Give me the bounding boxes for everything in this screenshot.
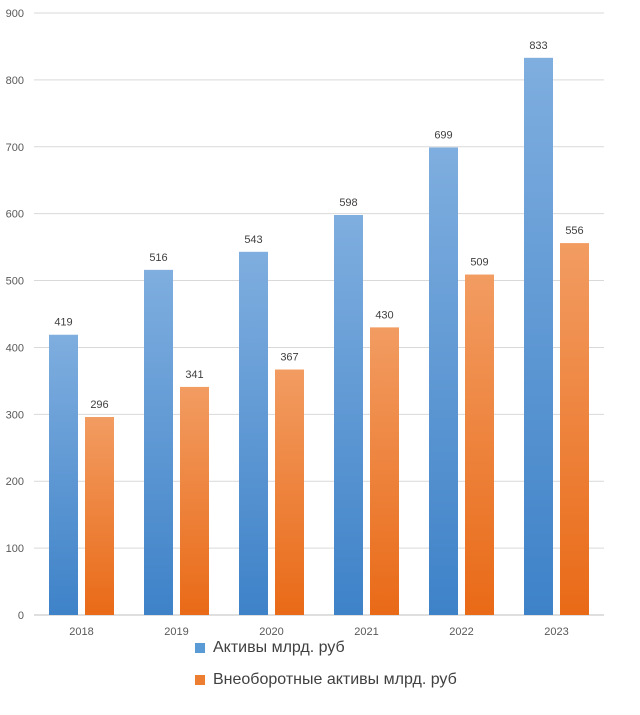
bar-2022-series-1: [429, 147, 458, 616]
data-label: 430: [375, 309, 393, 321]
legend-item-noncurrent-assets: Внеоборотные активы млрд. руб: [195, 670, 457, 690]
y-tick-label: 900: [6, 8, 24, 20]
x-tick-label: 2021: [354, 626, 378, 638]
x-tick-label: 2020: [259, 626, 283, 638]
data-label: 516: [149, 252, 167, 264]
legend-swatch-assets: [195, 643, 205, 653]
y-tick-label: 700: [6, 142, 24, 154]
y-tick-label: 500: [6, 276, 24, 288]
gridlines: [34, 12, 604, 616]
data-label: 509: [470, 257, 488, 269]
data-label: 341: [185, 369, 203, 381]
bar-2019-series-1: [144, 269, 173, 615]
legend-label-noncurrent-assets: Внеоборотные активы млрд. руб: [213, 671, 457, 688]
x-tick-label: 2019: [164, 626, 188, 638]
bars: [49, 57, 589, 616]
y-axis-ticks: 0 100 200 300 400 500 600 700 800 900: [6, 8, 24, 622]
y-tick-label: 400: [6, 342, 24, 354]
x-tick-label: 2018: [69, 626, 93, 638]
data-label: 598: [339, 197, 357, 209]
x-axis-ticks: 2018 2019 2020 2021 2022 2023: [69, 626, 568, 638]
data-label: 556: [565, 225, 583, 237]
bar-2020-series-1: [239, 251, 268, 615]
bar-2023-series-1: [524, 57, 553, 616]
data-labels: 419 296 516 341 543 367 598 430 699 509 833 556: [54, 40, 583, 411]
data-label: 367: [280, 352, 298, 364]
y-tick-label: 100: [6, 543, 24, 555]
legend-swatch-noncurrent-assets: [195, 675, 205, 685]
bar-2022-series-2: [465, 274, 494, 615]
y-tick-label: 300: [6, 409, 24, 421]
data-label: 296: [90, 399, 108, 411]
data-label: 699: [434, 129, 452, 141]
legend-item-assets: Активы млрд. руб: [195, 638, 457, 658]
legend: Активы млрд. руб Внеоборотные активы млр…: [195, 638, 457, 702]
y-tick-label: 0: [18, 610, 24, 622]
data-label: 419: [54, 317, 72, 329]
bar-2019-series-2: [180, 386, 209, 615]
y-tick-label: 600: [6, 209, 24, 221]
bar-2018-series-2: [85, 417, 114, 615]
bar-2023-series-2: [560, 243, 589, 615]
y-tick-label: 200: [6, 476, 24, 488]
y-tick-label: 800: [6, 75, 24, 87]
data-label: 543: [244, 234, 262, 246]
bar-2021-series-1: [334, 215, 363, 615]
bar-2021-series-2: [370, 327, 399, 615]
bar-2020-series-2: [275, 369, 304, 615]
bar-2018-series-1: [49, 334, 78, 615]
data-label: 833: [529, 40, 547, 52]
x-tick-label: 2023: [544, 626, 568, 638]
x-tick-label: 2022: [449, 626, 473, 638]
legend-label-assets: Активы млрд. руб: [213, 639, 345, 656]
